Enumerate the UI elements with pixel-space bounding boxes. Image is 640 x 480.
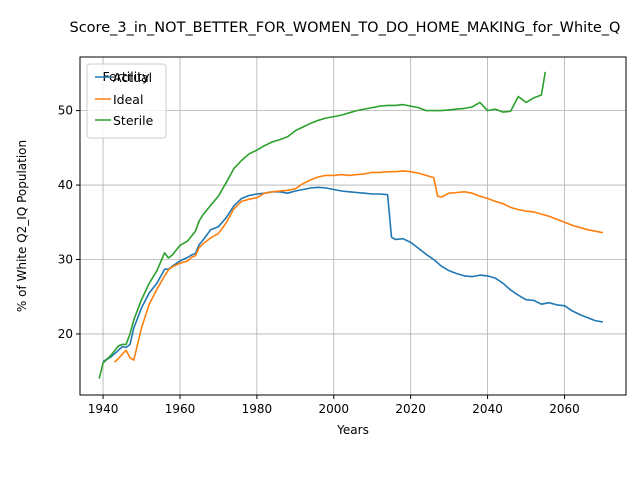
series-line-ideal xyxy=(114,170,604,363)
plot-frame xyxy=(79,56,627,396)
x-axis-label: Years xyxy=(336,423,369,437)
y-axis-label: % of White Q2_IQ Population xyxy=(15,140,29,312)
x-tick-label: 1980 xyxy=(242,402,273,416)
y-tick-label: 20 xyxy=(58,327,73,341)
y-tick-label: 40 xyxy=(58,178,73,192)
legend-label-ideal: Ideal xyxy=(113,92,143,107)
x-tick-label: 2060 xyxy=(549,402,580,416)
x-tick-label: 2020 xyxy=(395,402,426,416)
legend-title: Fertility xyxy=(103,69,151,84)
x-tick-label: 1960 xyxy=(165,402,196,416)
y-tick-label: 50 xyxy=(58,104,73,118)
plot-series xyxy=(98,71,604,379)
x-axis-ticks: 1940 1960 1980 2000 2020 2040 2060 xyxy=(88,395,580,416)
x-tick-label: 1940 xyxy=(88,402,119,416)
legend-label-sterile: Sterile xyxy=(113,113,154,128)
legend: Fertility Actual Ideal Sterile xyxy=(86,63,167,139)
series-line-sterile xyxy=(98,71,547,379)
x-tick-label: 2040 xyxy=(472,402,503,416)
y-axis-ticks: 20 30 40 50 xyxy=(58,104,80,341)
grid-lines xyxy=(80,57,626,395)
legend-label-actual: Actual xyxy=(113,70,152,85)
x-tick-label: 2000 xyxy=(319,402,350,416)
chart-title: Score_3_in_NOT_BETTER_FOR_WOMEN_TO_DO_HO… xyxy=(70,20,621,36)
y-tick-label: 30 xyxy=(58,253,73,267)
